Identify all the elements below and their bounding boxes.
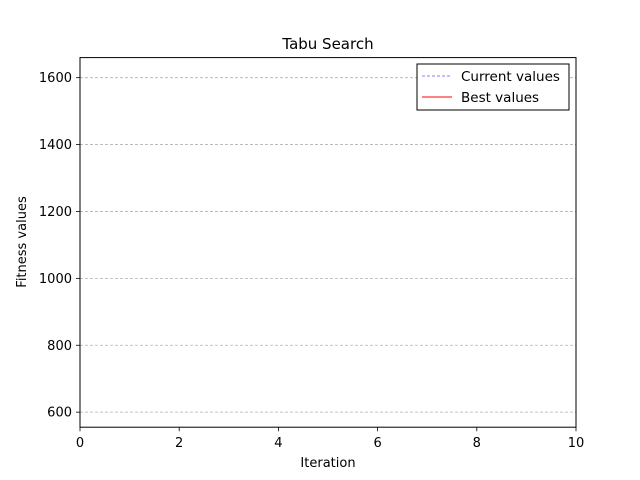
legend: Current values Best values: [416, 63, 570, 111]
x-tick-label-6: 6: [373, 436, 381, 451]
x-tick-label-10: 10: [568, 436, 585, 451]
legend-label-best-values: Best values: [461, 90, 539, 106]
x-tick-label-8: 8: [473, 436, 481, 451]
chart-title: Tabu Search: [281, 35, 373, 53]
grid-lines: [80, 77, 576, 413]
plot-frame: [79, 57, 577, 428]
x-axis-ticks: 0 2 4 6 8 10: [76, 427, 584, 451]
y-tick-label-800: 800: [47, 339, 72, 354]
legend-label-current-values: Current values: [461, 69, 560, 85]
y-tick-label-1200: 1200: [39, 205, 72, 220]
y-tick-label-1400: 1400: [39, 138, 72, 153]
y-tick-label-1000: 1000: [39, 272, 72, 287]
y-tick-label-600: 600: [47, 406, 72, 421]
y-tick-label-1600: 1600: [39, 71, 72, 86]
x-tick-label-0: 0: [76, 436, 84, 451]
y-axis-ticks: 600 800 1000 1200 1400 1600: [39, 71, 80, 421]
x-tick-label-2: 2: [175, 436, 183, 451]
y-axis-label: Fitness values: [15, 196, 30, 288]
legend-box: [416, 63, 570, 111]
x-axis-label: Iteration: [300, 456, 355, 471]
x-tick-label-4: 4: [274, 436, 282, 451]
